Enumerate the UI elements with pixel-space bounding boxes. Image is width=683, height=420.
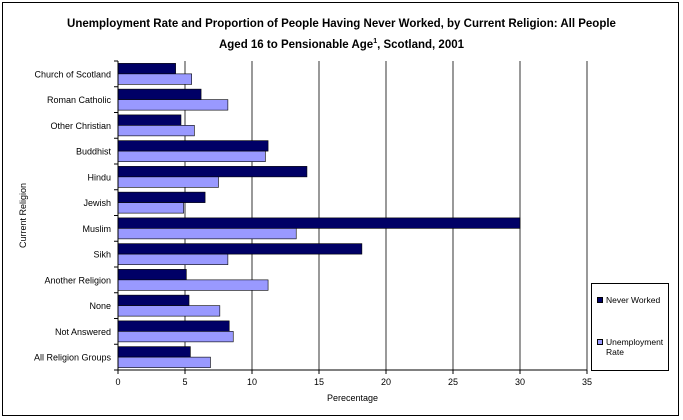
- bar-never-worked: [117, 294, 190, 306]
- bar-unemployment-rate: [117, 356, 211, 368]
- x-tick-label: 20: [381, 377, 391, 387]
- bar-unemployment-rate: [117, 73, 192, 85]
- bar-never-worked: [117, 166, 308, 178]
- y-tick-label: Muslim: [83, 224, 112, 234]
- x-tick-label: 35: [582, 377, 592, 387]
- y-tick-label: Not Answered: [55, 327, 111, 337]
- y-tick-label: Hindu: [87, 172, 111, 182]
- bar-unemployment-rate: [117, 150, 266, 162]
- x-tick-label: 25: [448, 377, 458, 387]
- bar-never-worked: [117, 217, 521, 229]
- bar-never-worked: [117, 269, 187, 281]
- x-tick-label: 10: [247, 377, 257, 387]
- bar-never-worked: [117, 243, 363, 255]
- plot-area: [118, 61, 587, 370]
- bar-unemployment-rate: [117, 228, 297, 240]
- bar-never-worked: [117, 88, 202, 100]
- y-tick-label: Church of Scotland: [34, 69, 111, 79]
- legend-label-unemployment-rate-line1: Unemployment: [606, 337, 664, 347]
- y-tick-label: Roman Catholic: [47, 95, 112, 105]
- bar-never-worked: [117, 63, 176, 75]
- chart-title-line2-text: Aged 16 to Pensionable Age: [218, 38, 374, 51]
- legend-label-unemployment-rate: Unemployment Rate: [606, 337, 664, 357]
- bar-unemployment-rate: [117, 99, 229, 111]
- legend-item-unemployment-rate: Unemployment Rate: [597, 337, 664, 357]
- bar-never-worked: [117, 346, 191, 358]
- y-tick-label: Other Christian: [50, 121, 111, 131]
- y-axis-title: Current Religion: [18, 183, 28, 248]
- bar-never-worked: [117, 320, 230, 332]
- x-tick-label: 0: [115, 377, 120, 387]
- y-tick-label: All Religion Groups: [34, 353, 112, 363]
- legend-label-unemployment-rate-line2: Rate: [606, 347, 624, 357]
- chart-title-footnote-marker: 1: [373, 38, 378, 45]
- x-axis-title: Perecentage: [327, 393, 378, 403]
- chart-title-line2-suffix: , Scotland, 2001: [377, 38, 465, 51]
- bar-unemployment-rate: [117, 279, 269, 291]
- x-tick-label: 30: [515, 377, 525, 387]
- legend-swatch-never-worked: [597, 297, 603, 303]
- legend-label-never-worked: Never Worked: [606, 295, 661, 305]
- y-tick-label: Sikh: [93, 250, 111, 260]
- bar-unemployment-rate: [117, 305, 221, 317]
- chart-title-line1: Unemployment Rate and Proportion of Peop…: [67, 18, 616, 30]
- legend: Never Worked Unemployment Rate: [591, 283, 669, 371]
- legend-swatch-unemployment-rate: [597, 339, 603, 345]
- y-tick-label: Buddhist: [76, 147, 112, 157]
- bar-unemployment-rate: [117, 202, 184, 214]
- y-tick-label: None: [89, 301, 111, 311]
- x-tick-label: 15: [314, 377, 324, 387]
- bar-never-worked: [117, 114, 182, 126]
- y-tick-label: Jewish: [83, 198, 111, 208]
- chart-title-line2: Aged 16 to Pensionable Age1, Scotland, 2…: [0, 33, 683, 54]
- bar-never-worked: [117, 191, 206, 203]
- chart-title: Unemployment Rate and Proportion of Peop…: [0, 16, 683, 54]
- x-tick-label: 5: [182, 377, 187, 387]
- bar-unemployment-rate: [117, 253, 229, 265]
- bar-unemployment-rate: [117, 331, 234, 343]
- y-tick-label: Another Religion: [44, 275, 111, 285]
- legend-item-never-worked: Never Worked: [597, 295, 664, 305]
- bar-unemployment-rate: [117, 125, 195, 137]
- bar-unemployment-rate: [117, 176, 219, 188]
- bar-never-worked: [117, 140, 269, 152]
